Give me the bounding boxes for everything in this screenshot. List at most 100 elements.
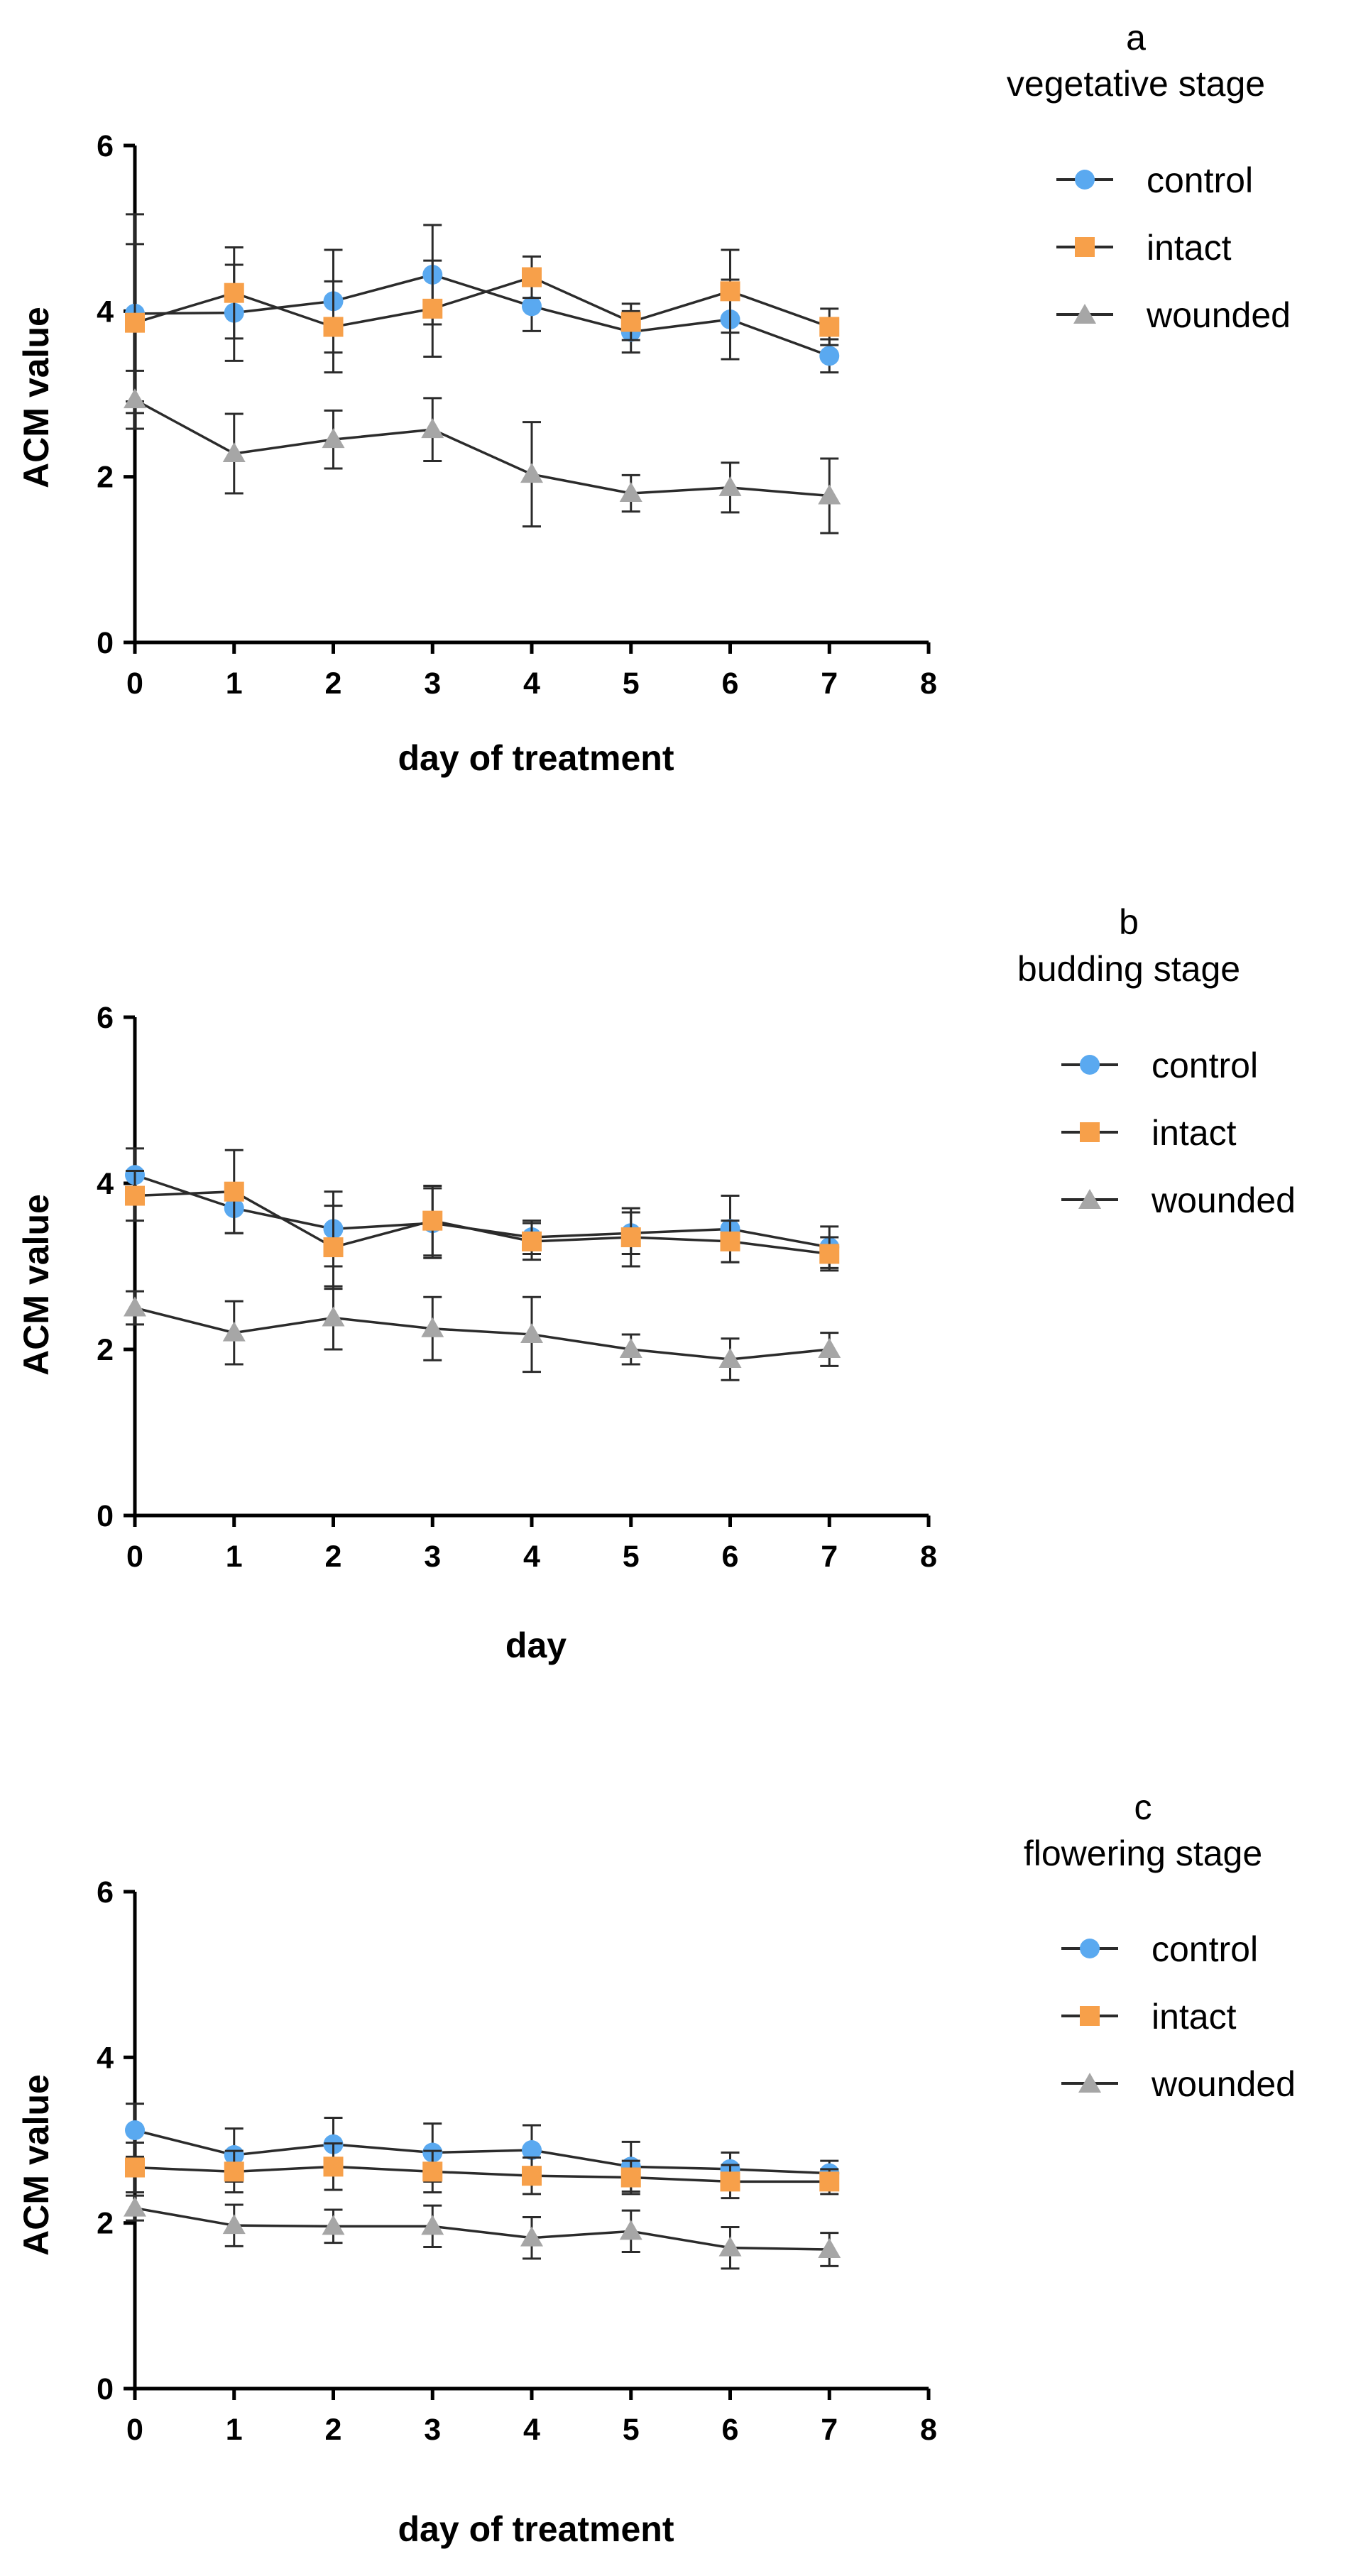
- panel-b-legend-wounded-label: wounded: [1151, 1180, 1296, 1220]
- panel-c-y-tick-label-0: 0: [97, 2372, 114, 2406]
- panel-a-series-intact-point-day-4: [522, 267, 542, 287]
- panel-a-x-tick-label-1: 1: [226, 667, 243, 701]
- panel-b-series-wounded-line: [134, 1306, 830, 1361]
- panel-a-legend-item-wounded: wounded: [1056, 295, 1291, 335]
- panel-c-legend-item-control: control: [1061, 1929, 1258, 1969]
- panel-b-x-tick-label-5: 5: [623, 1540, 640, 1574]
- panel-a-legend-item-intact: intact: [1056, 228, 1232, 268]
- panel-c-letter: c: [1134, 1787, 1152, 1827]
- panel-a: a vegetative stage ACM value day of trea…: [16, 18, 1291, 778]
- panel-c-x-tick-label-6: 6: [722, 2413, 739, 2447]
- panel-c-series-wounded-point-day-6: [718, 2236, 742, 2257]
- panel-b-x-tick-label-3: 3: [424, 1540, 441, 1574]
- panel-a-series-wounded-point-day-2: [322, 428, 345, 449]
- panel-a-series-wounded-line: [134, 398, 830, 498]
- panel-c-x-tick-label-0: 0: [126, 2413, 143, 2447]
- panel-b-x-tick-label-8: 8: [920, 1540, 937, 1574]
- panel-c-series-wounded-point-day-1: [222, 2214, 246, 2235]
- panel-b-legend-control-label: control: [1152, 1046, 1258, 1085]
- panel-c-legend-control-label: control: [1152, 1929, 1258, 1969]
- panel-c-legend-item-intact: intact: [1061, 1997, 1237, 2037]
- panel-b-series-intact-point-day-2: [323, 1237, 344, 1258]
- panel-a-x-tick-label-8: 8: [920, 667, 937, 701]
- panel-c-series-wounded-point-day-5: [619, 2220, 642, 2240]
- panel-c-series-intact-point-day-0: [125, 2157, 145, 2178]
- panel-b-series-wounded: [124, 1285, 841, 1381]
- panel-a-legend-wounded-marker: [1073, 304, 1096, 324]
- panel-c-legend-item-wounded: wounded: [1061, 2064, 1296, 2104]
- panel-c-y-axis-title: ACM value: [16, 2074, 56, 2256]
- panel-a-x-tick-label-3: 3: [424, 667, 441, 701]
- panel-b-axes: 0 2 4 6 0 1 2 3 4 5 6 7 8: [97, 1001, 937, 1574]
- panel-a-series-wounded-point-day-1: [222, 442, 246, 462]
- panel-c-axes: 0 2 4 6 0 1 2 3 4 5 6 7 8: [97, 1875, 937, 2447]
- panel-b-legend-wounded-marker: [1078, 1189, 1101, 1209]
- panel-b-x-tick-label-4: 4: [523, 1540, 540, 1574]
- panel-a-series-intact-point-day-7: [819, 317, 840, 337]
- panel-a-title: vegetative stage: [1007, 64, 1265, 104]
- panel-a-series-intact-point-day-3: [422, 298, 443, 319]
- panel-a-series-intact-point-day-5: [620, 312, 641, 332]
- panel-c-series-intact-line: [134, 2165, 830, 2183]
- panel-b-y-axis-title: ACM value: [16, 1194, 56, 1376]
- panel-b-series-intact-point-day-5: [620, 1227, 641, 1248]
- panel-c-x-tick-label-7: 7: [821, 2413, 838, 2447]
- panel-b-series-wounded-point-day-1: [222, 1321, 246, 1342]
- panel-b-letter: b: [1119, 902, 1139, 942]
- panel-c-y-tick-label-6: 6: [97, 1875, 114, 1909]
- panel-c-series-control-point-day-4: [522, 2140, 542, 2160]
- panel-a-series-wounded-point-day-5: [619, 482, 642, 502]
- panel-c-series-intact-point-day-5: [620, 2167, 641, 2188]
- panel-c-series-control-point-day-0: [125, 2120, 145, 2140]
- panel-b-series-intact-point-day-1: [224, 1181, 244, 1202]
- panel-c-plot-area: [124, 2103, 841, 2270]
- panel-b-series-wounded-point-day-3: [421, 1317, 444, 1337]
- panel-a-series-wounded-point-day-6: [718, 476, 742, 496]
- panel-a-series-control-point-day-4: [522, 296, 542, 317]
- panel-b-y-tick-label-2: 2: [97, 1333, 114, 1367]
- panel-c-x-tick-label-3: 3: [424, 2413, 441, 2447]
- panel-a-series-control: [125, 213, 840, 415]
- panel-c-legend-intact-marker: [1080, 2006, 1100, 2026]
- panel-b-legend-control-marker: [1080, 1055, 1100, 1075]
- panel-c-series-intact-point-day-2: [323, 2156, 344, 2177]
- panel-c-x-tick-label-5: 5: [623, 2413, 640, 2447]
- panel-b-legend-intact-label: intact: [1152, 1113, 1237, 1153]
- panel-b-legend-item-wounded: wounded: [1061, 1180, 1296, 1220]
- panel-c-series-wounded-point-day-7: [818, 2238, 841, 2258]
- panel-b-series-intact: [125, 1149, 840, 1290]
- panel-b-title: budding stage: [1017, 949, 1240, 989]
- panel-b-plot-area: [124, 1147, 841, 1381]
- panel-c-x-tick-label-2: 2: [325, 2413, 342, 2447]
- panel-c-series-wounded: [124, 2194, 841, 2270]
- panel-c: c flowering stage ACM value day of treat…: [16, 1787, 1296, 2549]
- panel-c-y-tick-label-2: 2: [97, 2207, 114, 2241]
- panel-b-series-intact-point-day-6: [720, 1231, 740, 1251]
- panel-a-series-control-point-day-7: [819, 346, 840, 366]
- panel-c-x-tick-label-8: 8: [920, 2413, 937, 2447]
- panel-a-series-wounded: [124, 369, 841, 535]
- panel-a-y-tick-label-2: 2: [97, 461, 114, 495]
- panel-b-series-intact-point-day-3: [422, 1210, 443, 1231]
- panel-a-series-control-line: [134, 273, 830, 357]
- panel-b-x-tick-label-7: 7: [821, 1540, 838, 1574]
- panel-c-legend: control intact wounded: [1061, 1929, 1296, 2104]
- panel-b-x-tick-label-1: 1: [226, 1540, 243, 1574]
- panel-b-series-wounded-point-day-5: [619, 1338, 642, 1358]
- panel-c-series-wounded-line: [134, 2206, 830, 2251]
- panel-c-series-intact-point-day-3: [422, 2161, 443, 2182]
- panel-a-series-intact-point-day-2: [323, 317, 344, 337]
- panel-c-x-axis-title: day of treatment: [398, 2509, 674, 2549]
- panel-a-legend-wounded-label: wounded: [1146, 295, 1291, 335]
- panel-a-legend-intact-marker: [1075, 237, 1095, 257]
- panel-c-series-wounded-point-day-2: [322, 2215, 345, 2235]
- panel-a-series-intact-point-day-1: [224, 283, 244, 303]
- panel-a-legend-intact-label: intact: [1147, 228, 1232, 268]
- panel-a-y-tick-label-0: 0: [97, 626, 114, 660]
- panel-a-y-tick-label-6: 6: [97, 129, 114, 163]
- panel-b-x-tick-label-2: 2: [325, 1540, 342, 1574]
- panel-a-series-wounded-point-day-4: [520, 463, 543, 483]
- panel-a-legend-item-control: control: [1056, 160, 1253, 200]
- panel-b-series-intact-point-day-0: [125, 1185, 145, 1206]
- panel-c-legend-control-marker: [1080, 1939, 1100, 1958]
